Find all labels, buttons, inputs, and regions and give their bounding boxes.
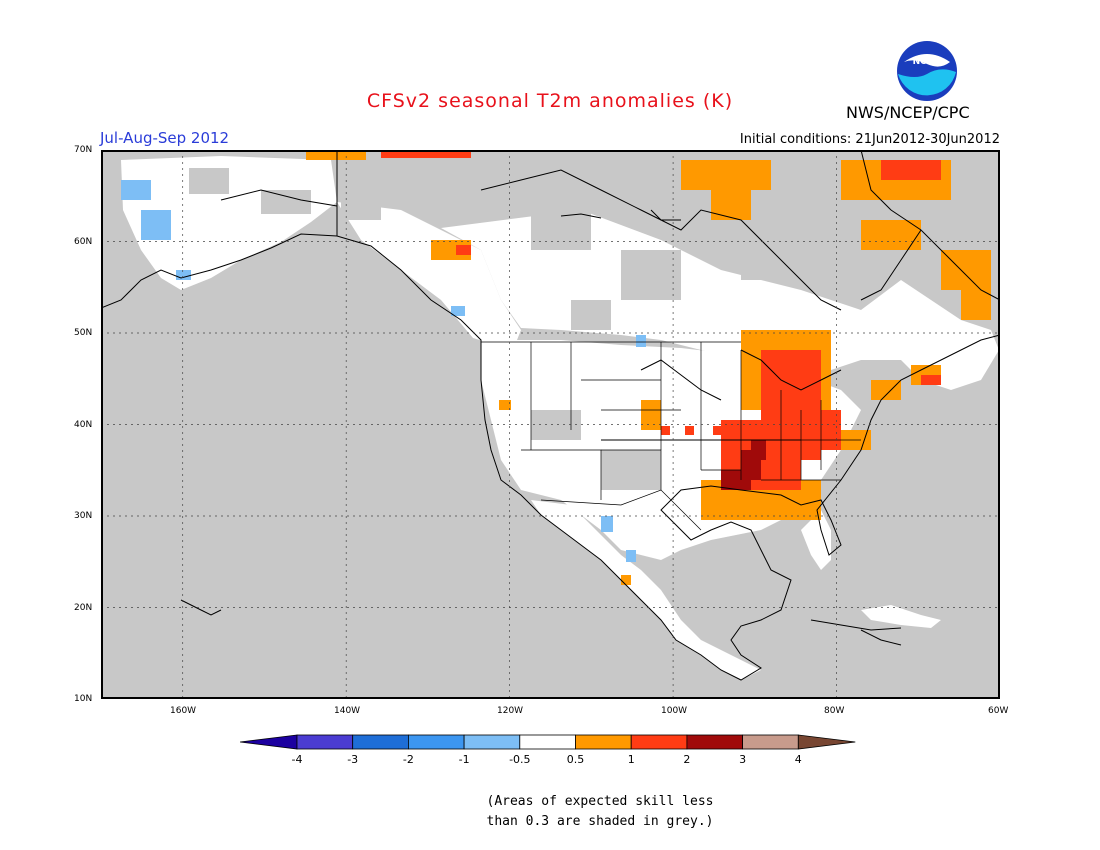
legend-arrow-high [797,734,856,750]
lat-label: 60N [74,237,93,247]
legend-tick-label: -0.5 [509,753,530,766]
coastlines [101,150,1000,681]
agency-label: NWS/NCEP/CPC [846,103,970,122]
color-legend: -4 -3 -2 -1 -0.5 0.5 1 2 3 4 [240,734,856,766]
lat-label: 30N [74,511,93,521]
lon-label: 160W [170,706,197,716]
anomaly-map [101,150,1000,699]
legend-swatch [742,734,799,750]
legend-swatch [686,734,743,750]
noaa-logo: NOAA [896,40,958,106]
lat-label: 70N [74,145,93,155]
political-borders [481,341,861,531]
legend-swatch [352,734,409,750]
legend-tick-label: 4 [795,753,802,766]
lon-label: 120W [497,706,524,716]
legend-swatch [519,734,576,750]
graticule [101,150,1000,699]
map-frame [101,150,1000,699]
skill-note-line1: (Areas of expected skill less [486,794,714,809]
lon-label: 80W [824,706,845,716]
anomaly-lightblue-areas [121,180,646,562]
legend-swatch [630,734,688,750]
legend-tick-label: -2 [403,753,414,766]
legend-tick-label: 3 [739,753,746,766]
initial-conditions-label: Initial conditions: 21Jun2012-30Jun2012 [739,132,1000,147]
legend-tick-label: -3 [347,753,358,766]
lon-label: 60W [988,706,1009,716]
legend-tick-label: -4 [292,753,303,766]
legend-tick-label: 1 [628,753,635,766]
lat-label: 50N [74,328,93,338]
legend-tick-label: -1 [459,753,470,766]
lat-label: 40N [74,420,93,430]
lat-label: 20N [74,603,93,613]
legend-swatch [463,734,521,750]
legend-swatch [296,734,354,750]
legend-arrow-low [240,734,298,750]
chart-title: CFSv2 seasonal T2m anomalies (K) [366,90,734,112]
legend-swatch [407,734,465,750]
legend-tick-label: 2 [683,753,690,766]
legend-swatch [575,734,632,750]
lon-label: 100W [661,706,688,716]
lon-label: 140W [334,706,361,716]
anomaly-darkred-areas [721,440,766,490]
noaa-logo-text: NOAA [913,57,942,67]
skill-note-line2: than 0.3 are shaded in grey.) [486,814,714,829]
period-label: Jul-Aug-Sep 2012 [100,129,230,147]
legend-tick-label: 0.5 [567,753,585,766]
lat-label: 10N [74,694,93,704]
skill-note: (Areas of expected skill less than 0.3 a… [0,792,1100,832]
